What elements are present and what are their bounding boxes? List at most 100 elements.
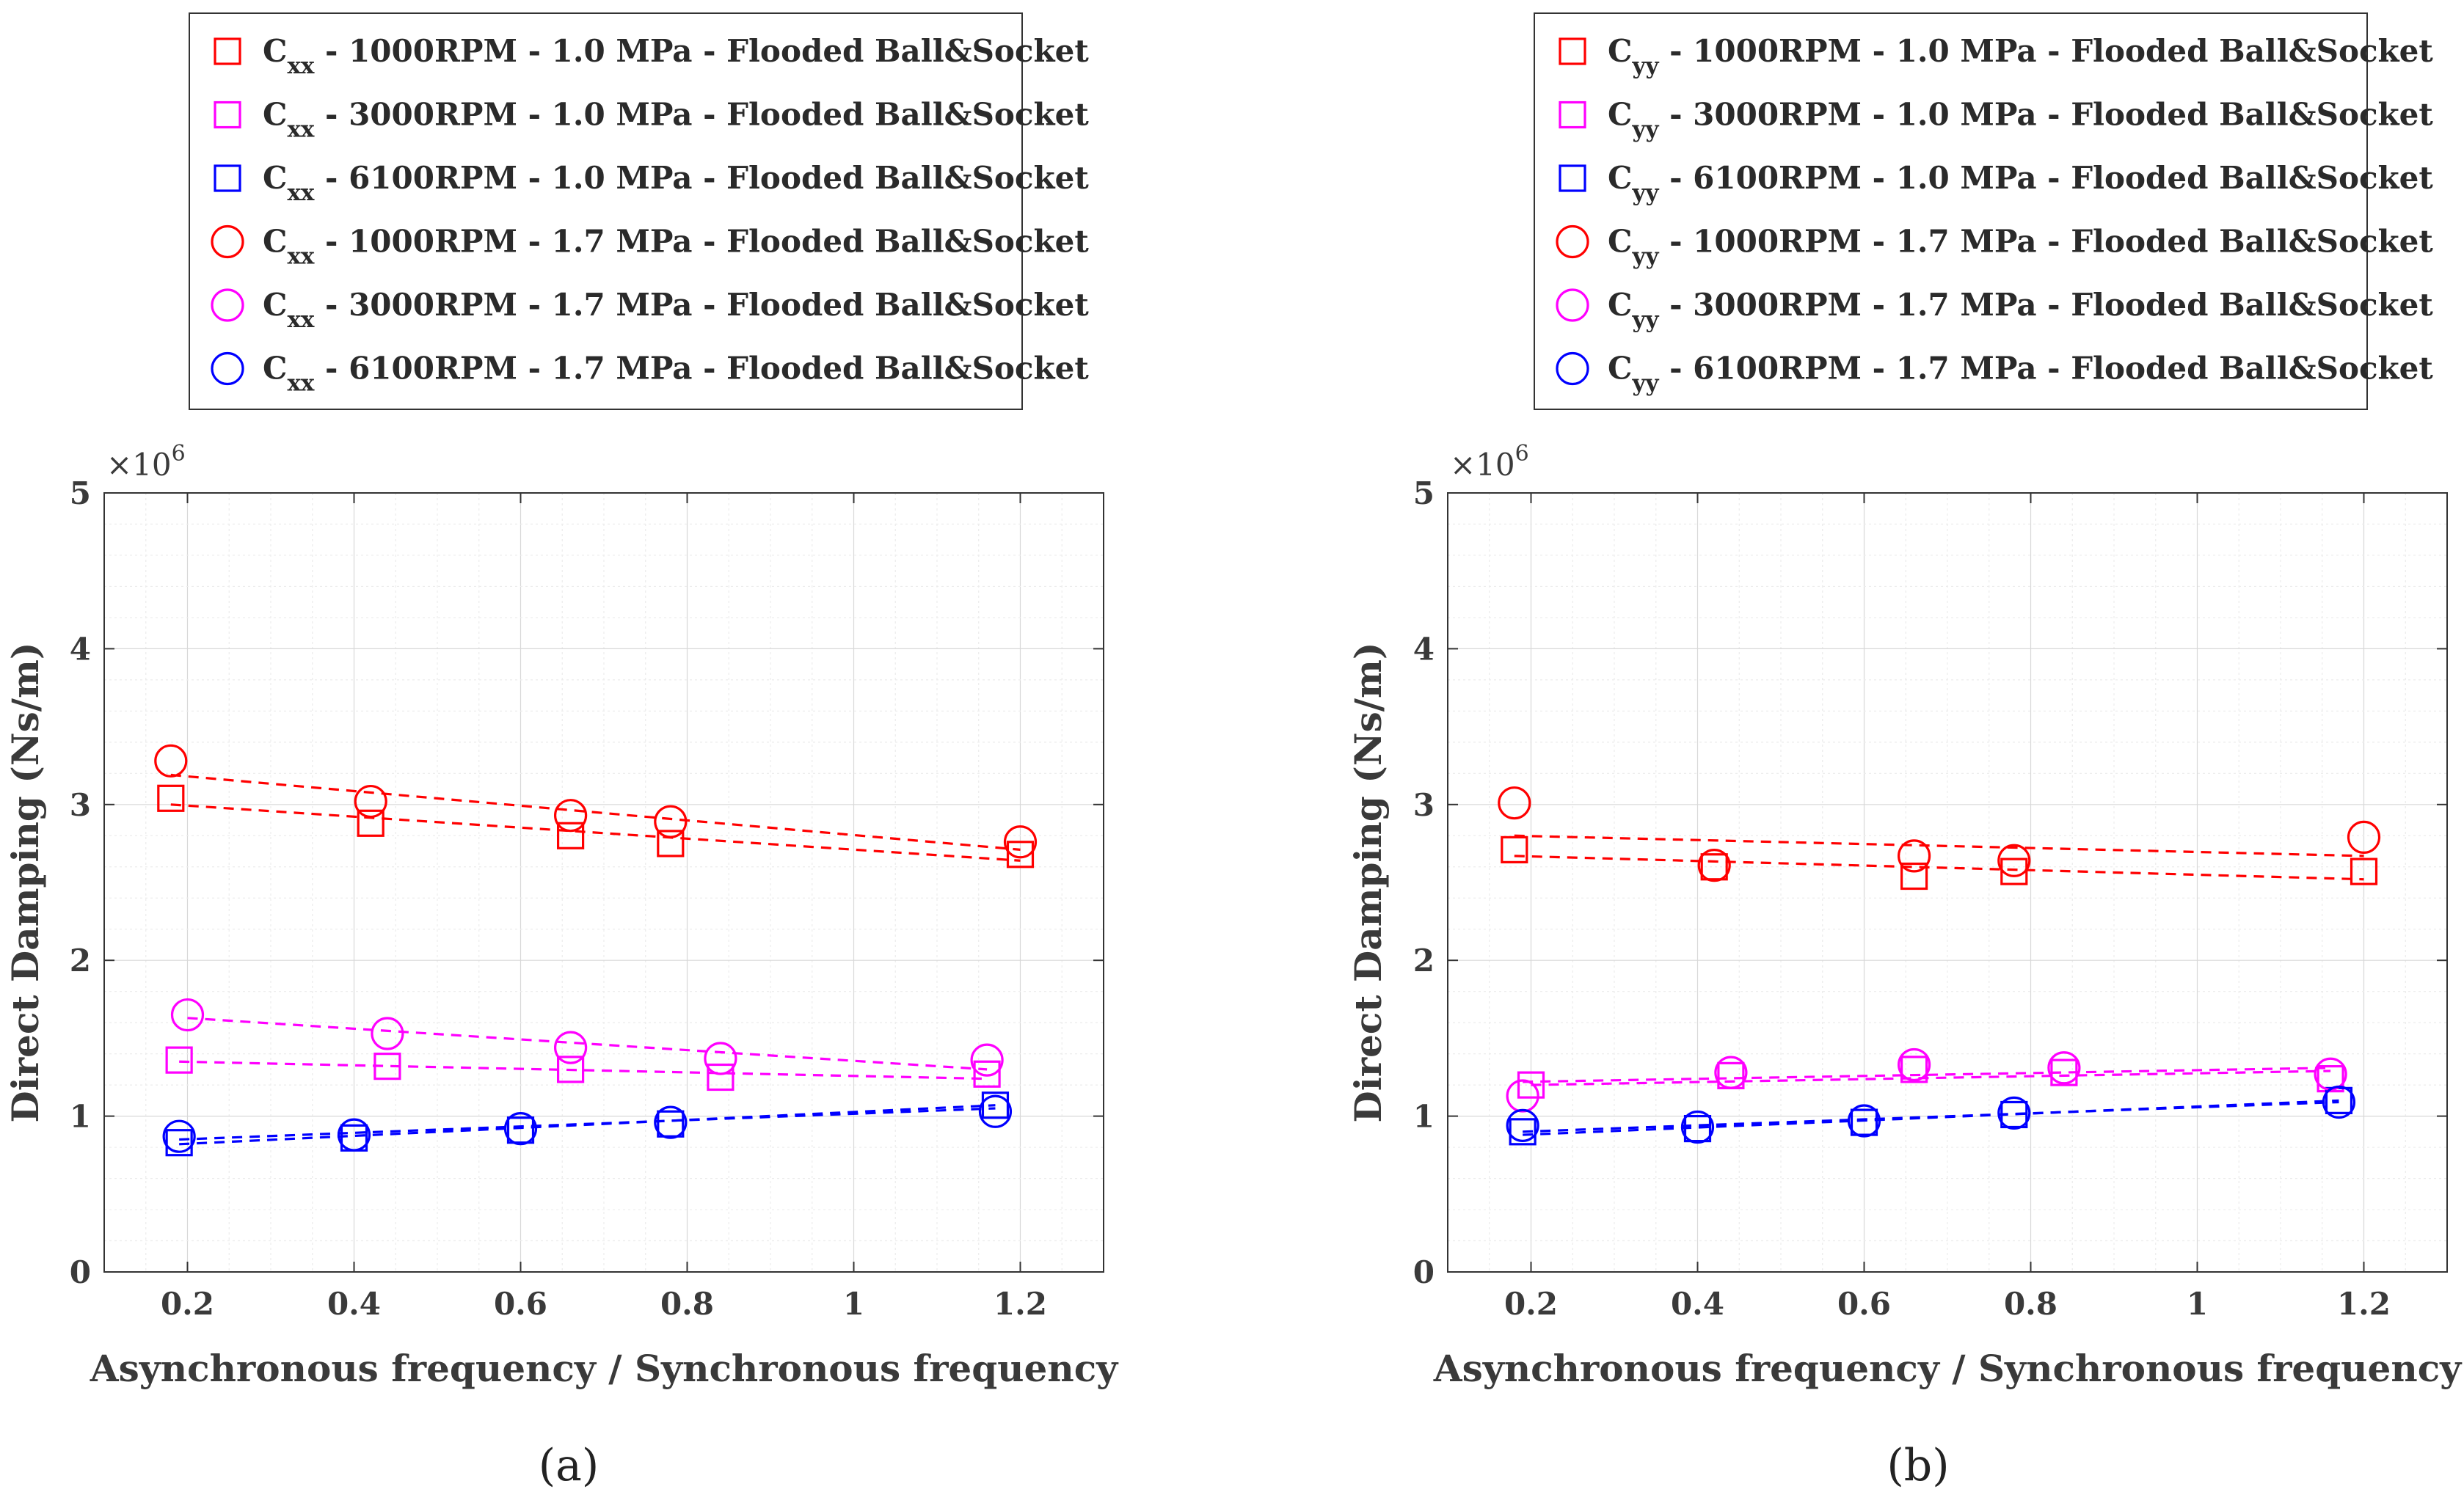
- x-axis-label: Asynchronous frequency / Synchronous fre…: [1433, 1347, 2463, 1390]
- legend: Cyy - 1000RPM - 1.0 MPa - Flooded Ball&S…: [1534, 12, 2433, 410]
- ticks: 0.2 0.4 0.6 0.8 1 1.2 0 1 2 3 4 5: [1413, 475, 2447, 1322]
- grid: [103, 492, 1104, 1273]
- data-point-circle: [2047, 1051, 2081, 1085]
- y-axis-label: Direct Damping (Ns/m): [1346, 642, 1390, 1122]
- data-point-circle: [154, 744, 188, 778]
- data-point-circle: [553, 799, 588, 833]
- data-point-circle: [970, 1043, 1004, 1077]
- x-tick-label: 1: [2187, 1286, 2208, 1322]
- series-5: [1506, 1085, 2356, 1144]
- legend-entry: Cyy - 6100RPM - 1.0 MPa - Flooded Ball&S…: [1608, 160, 2433, 206]
- x-tick-label: 0.2: [1504, 1286, 1558, 1322]
- legend-marker-square: [1559, 100, 1586, 129]
- data-point-square: [707, 1063, 735, 1091]
- data-point-circle: [1997, 1096, 2031, 1130]
- legend-marker-circle: [211, 288, 244, 322]
- x-tick-label: 0.4: [1671, 1286, 1724, 1322]
- data-point-square: [157, 784, 185, 812]
- legend-marker-square: [214, 37, 241, 65]
- legend: Cxx - 1000RPM - 1.0 MPa - Flooded Ball&S…: [189, 12, 1089, 410]
- legend-marker-circle: [211, 224, 244, 259]
- legend-entry: Cyy - 3000RPM - 1.0 MPa - Flooded Ball&S…: [1608, 97, 2433, 143]
- data-point-circle: [1680, 1110, 1715, 1144]
- data-point-circle: [1003, 825, 1038, 859]
- chart-panel-b: 0.2 0.4 0.6 0.8 1 1.2 0 1 2 3 4 5 ×106 Direct Damping…: [1346, 12, 2463, 1491]
- data-point-circle: [978, 1094, 1013, 1128]
- data-point-circle: [2347, 820, 2381, 855]
- trend-line: [1514, 855, 2364, 881]
- data-point-square: [657, 830, 685, 857]
- legend-entry: Cyy - 1000RPM - 1.0 MPa - Flooded Ball&S…: [1608, 33, 2433, 79]
- data-point-square: [165, 1129, 193, 1157]
- legend-entry: Cxx - 6100RPM - 1.0 MPa - Flooded Ball&S…: [263, 160, 1089, 206]
- legend-entry: Cxx - 1000RPM - 1.0 MPa - Flooded Ball&S…: [263, 33, 1089, 79]
- series-4: [1506, 1047, 2347, 1113]
- data-point-square: [556, 822, 585, 849]
- series-3: [154, 744, 1038, 859]
- data-point-circle: [162, 1119, 196, 1153]
- y-tick-label: 5: [70, 475, 91, 511]
- data-point-square: [657, 1110, 685, 1138]
- data-point-circle: [1847, 1104, 1881, 1138]
- data-point-circle: [1498, 786, 1531, 820]
- trend-line: [179, 1107, 996, 1141]
- series-1: [165, 1046, 1001, 1091]
- y-tick-label: 1: [70, 1099, 91, 1135]
- y-tick-label: 4: [1413, 631, 1435, 667]
- trend-line: [179, 1060, 988, 1080]
- data-point-circle: [503, 1111, 538, 1146]
- trend-line: [1531, 1069, 2331, 1086]
- plot-area: [104, 493, 1104, 1272]
- legend-marker-circle: [1556, 351, 1589, 386]
- legend-marker-square: [214, 100, 241, 129]
- data-point-circle: [1898, 1047, 1931, 1082]
- legend-marker-square: [1559, 164, 1586, 192]
- data-point-square: [1900, 1056, 1928, 1083]
- x-tick-label: 0.8: [2004, 1286, 2057, 1322]
- data-point-square: [981, 1091, 1010, 1119]
- legend-marker-circle: [211, 351, 244, 386]
- legend-entry: Cyy - 1000RPM - 1.7 MPa - Flooded Ball&S…: [1608, 224, 2433, 270]
- grid: [1447, 492, 2448, 1273]
- data-point-circle: [337, 1118, 371, 1152]
- axes-box: [103, 492, 1104, 1273]
- data-point-square: [2317, 1065, 2344, 1093]
- chart-panel-a: 0.2 0.4 0.6 0.8 1 1.2 0 1 2 3 4 5 ×106 Direct Damping…: [4, 12, 1119, 1491]
- x-tick-label: 0.6: [1837, 1286, 1891, 1322]
- legend-marker-square: [1559, 37, 1586, 65]
- y-tick-label: 3: [1413, 787, 1435, 823]
- series-4: [170, 998, 1004, 1077]
- data-point-circle: [1997, 844, 2031, 877]
- y-axis-label: Direct Damping (Ns/m): [4, 642, 47, 1122]
- data-point-square: [2350, 857, 2378, 885]
- data-point-circle: [170, 998, 205, 1032]
- trend-line: [187, 1017, 988, 1071]
- data-point-square: [556, 1056, 585, 1083]
- legend-entry: Cyy - 6100RPM - 1.7 MPa - Flooded Ball&S…: [1608, 351, 2433, 397]
- legend-entry: Cxx - 3000RPM - 1.0 MPa - Flooded Ball&S…: [263, 97, 1089, 143]
- x-tick-label: 0.2: [161, 1286, 214, 1322]
- series-0: [157, 784, 1035, 868]
- trend-line: [1523, 1067, 2331, 1083]
- legend-marker-circle: [1556, 224, 1589, 259]
- x-tick-label: 1.2: [994, 1286, 1047, 1322]
- legend-entry: Cxx - 6100RPM - 1.7 MPa - Flooded Ball&S…: [263, 351, 1089, 397]
- legend-box: [1534, 12, 2368, 410]
- data-point-square: [1501, 835, 1528, 863]
- data-point-square: [973, 1060, 1001, 1088]
- y-exponent-label: ×106: [106, 441, 186, 483]
- y-tick-label: 3: [70, 787, 91, 823]
- data-point-circle: [354, 784, 387, 819]
- data-point-square: [1683, 1114, 1712, 1143]
- data-point-square: [357, 809, 384, 837]
- ticks: 0.2 0.4 0.6 0.8 1 1.2 0 1 2 3 4 5: [70, 475, 1104, 1322]
- data-point-circle: [1506, 1079, 1539, 1113]
- y-tick-label: 0: [1413, 1254, 1435, 1290]
- y-tick-label: 0: [70, 1254, 91, 1290]
- y-tick-label: 1: [1413, 1099, 1435, 1135]
- data-point-square: [1900, 862, 1928, 891]
- y-tick-label: 5: [1413, 475, 1435, 511]
- data-point-circle: [2322, 1085, 2356, 1119]
- data-point-circle: [1697, 849, 1731, 882]
